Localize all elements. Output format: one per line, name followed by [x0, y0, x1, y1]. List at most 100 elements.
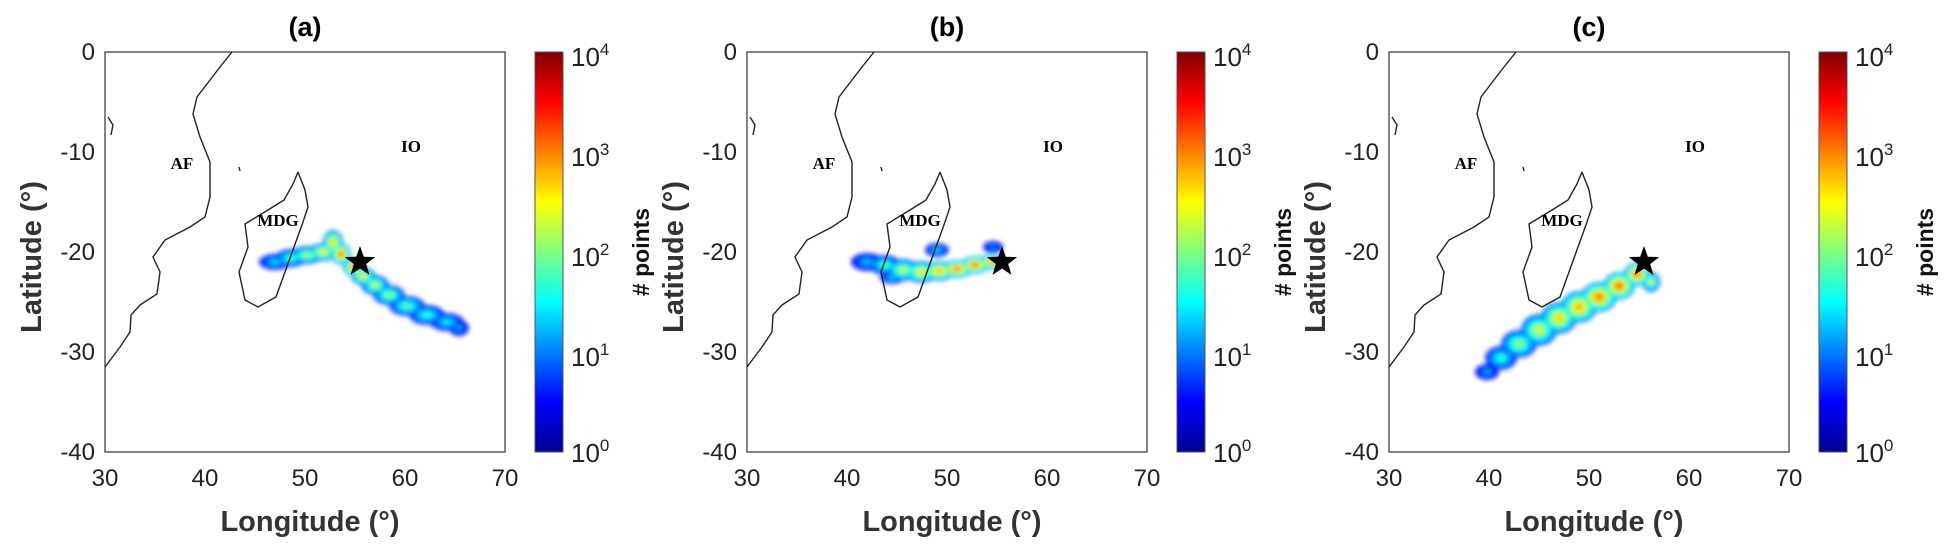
region-labels: AF MDG IO: [171, 137, 421, 230]
colorbar-tick-base: 10: [571, 142, 600, 172]
colorbar-tick-base: 10: [1213, 142, 1242, 172]
density-cell: [339, 251, 343, 257]
svg-text:100: 100: [1213, 436, 1251, 468]
coastline-africa: [104, 51, 233, 368]
region-label-af: AF: [1455, 154, 1478, 173]
density-cell: [899, 267, 907, 273]
density-cell: [372, 283, 378, 287]
x-tick-label: 40: [1476, 465, 1503, 492]
density-cell: [403, 304, 411, 308]
coastline: [104, 51, 309, 368]
density-cell: [331, 239, 335, 245]
x-tick-label: 70: [1134, 465, 1161, 492]
density-cell: [953, 267, 961, 271]
colorbar-tick-base: 10: [571, 438, 600, 468]
density-cell: [1497, 355, 1505, 361]
y-tick-label: -40: [702, 439, 737, 466]
panel-title: (b): [930, 12, 964, 42]
coastline: [746, 51, 951, 368]
density-cell: [360, 274, 366, 278]
density-cell: [1575, 303, 1583, 311]
density-cell: [972, 263, 978, 267]
density-blobs: [1475, 262, 1660, 380]
colorbar-tick: 100: [1855, 436, 1893, 468]
colorbar-gradient: [534, 51, 564, 453]
svg-text:104: 104: [571, 40, 609, 72]
y-tick-label: -20: [1344, 239, 1379, 266]
x-tick-label: 60: [392, 465, 419, 492]
density-cell: [457, 326, 461, 330]
colorbar-tick-exponent: 1: [1884, 340, 1893, 359]
x-ticks: 30 40 50 60 70: [92, 465, 519, 492]
density-cell: [1535, 326, 1543, 334]
colorbar-gradient: [1818, 51, 1848, 453]
svg-text:102: 102: [1855, 240, 1893, 272]
x-tick-label: 70: [1776, 465, 1803, 492]
colorbar-gradient: [1176, 51, 1206, 453]
colorbar-label: # points: [1270, 208, 1296, 296]
region-label-io: IO: [1043, 137, 1063, 156]
map-area: AF MDG IO: [746, 51, 1148, 453]
region-label-af: AF: [813, 154, 836, 173]
colorbar-tick: 102: [1855, 240, 1893, 272]
y-ticks: 0 -10 -20 -30 -40: [60, 39, 95, 466]
colorbar-tick: 100: [1213, 436, 1251, 468]
density-cell: [303, 253, 311, 257]
density-cell: [423, 313, 431, 317]
svg-text:101: 101: [1855, 340, 1893, 372]
svg-text:101: 101: [571, 340, 609, 372]
y-axis-label: Latitude (°): [658, 181, 690, 333]
colorbar-tick-base: 10: [1213, 342, 1242, 372]
x-tick-label: 70: [492, 465, 519, 492]
y-axis-label: Latitude (°): [16, 181, 48, 333]
density-cell: [1595, 294, 1603, 300]
colorbar-tick-exponent: 3: [1884, 140, 1893, 159]
y-tick-label: 0: [1366, 39, 1379, 66]
region-label-io: IO: [1685, 137, 1705, 156]
plot-frame: [1388, 51, 1790, 453]
colorbar-label: # points: [628, 208, 654, 296]
colorbar-tick: 102: [571, 240, 609, 272]
colorbar: 104 103 102 101 100 # points: [1176, 40, 1296, 468]
coastline-comoros: [238, 166, 241, 172]
y-ticks: 0 -10 -20 -30 -40: [702, 39, 737, 466]
trajectory-density: [1475, 262, 1660, 380]
y-tick-label: -30: [1344, 339, 1379, 366]
svg-text:103: 103: [1213, 140, 1251, 172]
map-area: AF MDG IO: [104, 51, 506, 453]
panel-title: (c): [1573, 12, 1606, 42]
density-cell: [1555, 314, 1563, 322]
x-tick-label: 50: [292, 465, 319, 492]
colorbar-tick-exponent: 3: [600, 140, 609, 159]
svg-text:103: 103: [571, 140, 609, 172]
source-star-marker: [344, 246, 376, 275]
y-tick-label: 0: [82, 39, 95, 66]
x-axis-label: Longitude (°): [220, 506, 399, 538]
region-labels: AF MDG IO: [813, 137, 1063, 230]
plot-frame: [104, 51, 506, 453]
region-label-af: AF: [171, 154, 194, 173]
colorbar-tick-exponent: 2: [1884, 240, 1893, 259]
coastline-madagascar: [1522, 171, 1593, 308]
svg-text:102: 102: [1213, 240, 1251, 272]
coastline: [1388, 51, 1593, 368]
map-area: AF MDG IO: [1388, 51, 1790, 453]
density-cell: [271, 260, 279, 264]
region-label-mdg: MDG: [1541, 211, 1583, 230]
y-tick-label: -20: [60, 239, 95, 266]
svg-text:102: 102: [571, 240, 609, 272]
colorbar-tick-exponent: 2: [1242, 240, 1251, 259]
x-axis-label: Longitude (°): [1504, 506, 1683, 538]
colorbar-tick-exponent: 4: [600, 40, 609, 59]
x-tick-label: 50: [1576, 465, 1603, 492]
y-tick-label: -40: [60, 439, 95, 466]
coastline-comoros: [1522, 166, 1525, 172]
colorbar-tick-base: 10: [1855, 438, 1884, 468]
colorbar-tick-exponent: 0: [1242, 436, 1251, 455]
density-cell: [935, 269, 943, 273]
density-cell: [1484, 370, 1490, 374]
colorbar-tick-exponent: 1: [1242, 340, 1251, 359]
colorbar-tick: 102: [1213, 240, 1251, 272]
x-tick-label: 50: [934, 465, 961, 492]
density-cell: [1615, 283, 1623, 289]
